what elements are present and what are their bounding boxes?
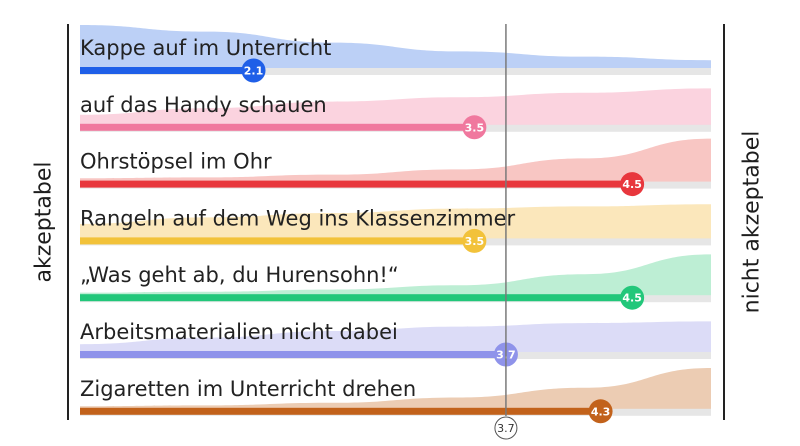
value-label: 4.5 xyxy=(622,292,642,305)
distribution-area xyxy=(80,321,711,353)
bar xyxy=(80,180,633,188)
value-label: 4.5 xyxy=(622,178,642,191)
value-marker xyxy=(462,115,487,140)
value-marker xyxy=(620,172,645,197)
reference-label: 3.7 xyxy=(497,422,515,435)
distribution-area xyxy=(80,368,711,410)
category-label: „Was geht ab, du Hurensohn!“ xyxy=(80,263,399,287)
category-label: auf das Handy schauen xyxy=(80,93,327,117)
distribution-area xyxy=(80,138,711,183)
value-label: 3.5 xyxy=(465,121,485,134)
axis-label-acceptable: akzeptabel xyxy=(31,161,57,283)
bar xyxy=(80,407,601,415)
value-marker xyxy=(241,58,266,83)
value-marker xyxy=(462,228,487,253)
category-label: Zigaretten im Unterricht drehen xyxy=(80,377,416,401)
category-label: Ohrstöpsel im Ohr xyxy=(80,150,272,174)
bar-track xyxy=(80,68,711,75)
bar xyxy=(80,123,475,131)
value-label: 4.3 xyxy=(591,405,611,418)
bar xyxy=(80,294,633,302)
value-marker xyxy=(588,399,613,424)
axis-label-not-acceptable: nicht akzeptabel xyxy=(739,130,765,314)
bar xyxy=(80,351,506,358)
bar xyxy=(80,67,254,74)
value-label: 3.5 xyxy=(465,235,485,248)
category-label: Arbeitsmaterialien nicht dabei xyxy=(80,320,398,344)
category-label: Kappe auf im Unterricht xyxy=(80,36,331,60)
reference-marker xyxy=(494,416,518,440)
distribution-area xyxy=(80,254,711,297)
category-label: Rangeln auf dem Weg ins Klassenzimmer xyxy=(80,206,516,230)
distribution-area xyxy=(80,88,711,126)
distribution-area xyxy=(80,25,711,69)
value-marker xyxy=(620,285,645,310)
bar xyxy=(80,237,475,245)
value-label: 2.1 xyxy=(244,65,264,78)
distribution-area xyxy=(80,204,711,240)
